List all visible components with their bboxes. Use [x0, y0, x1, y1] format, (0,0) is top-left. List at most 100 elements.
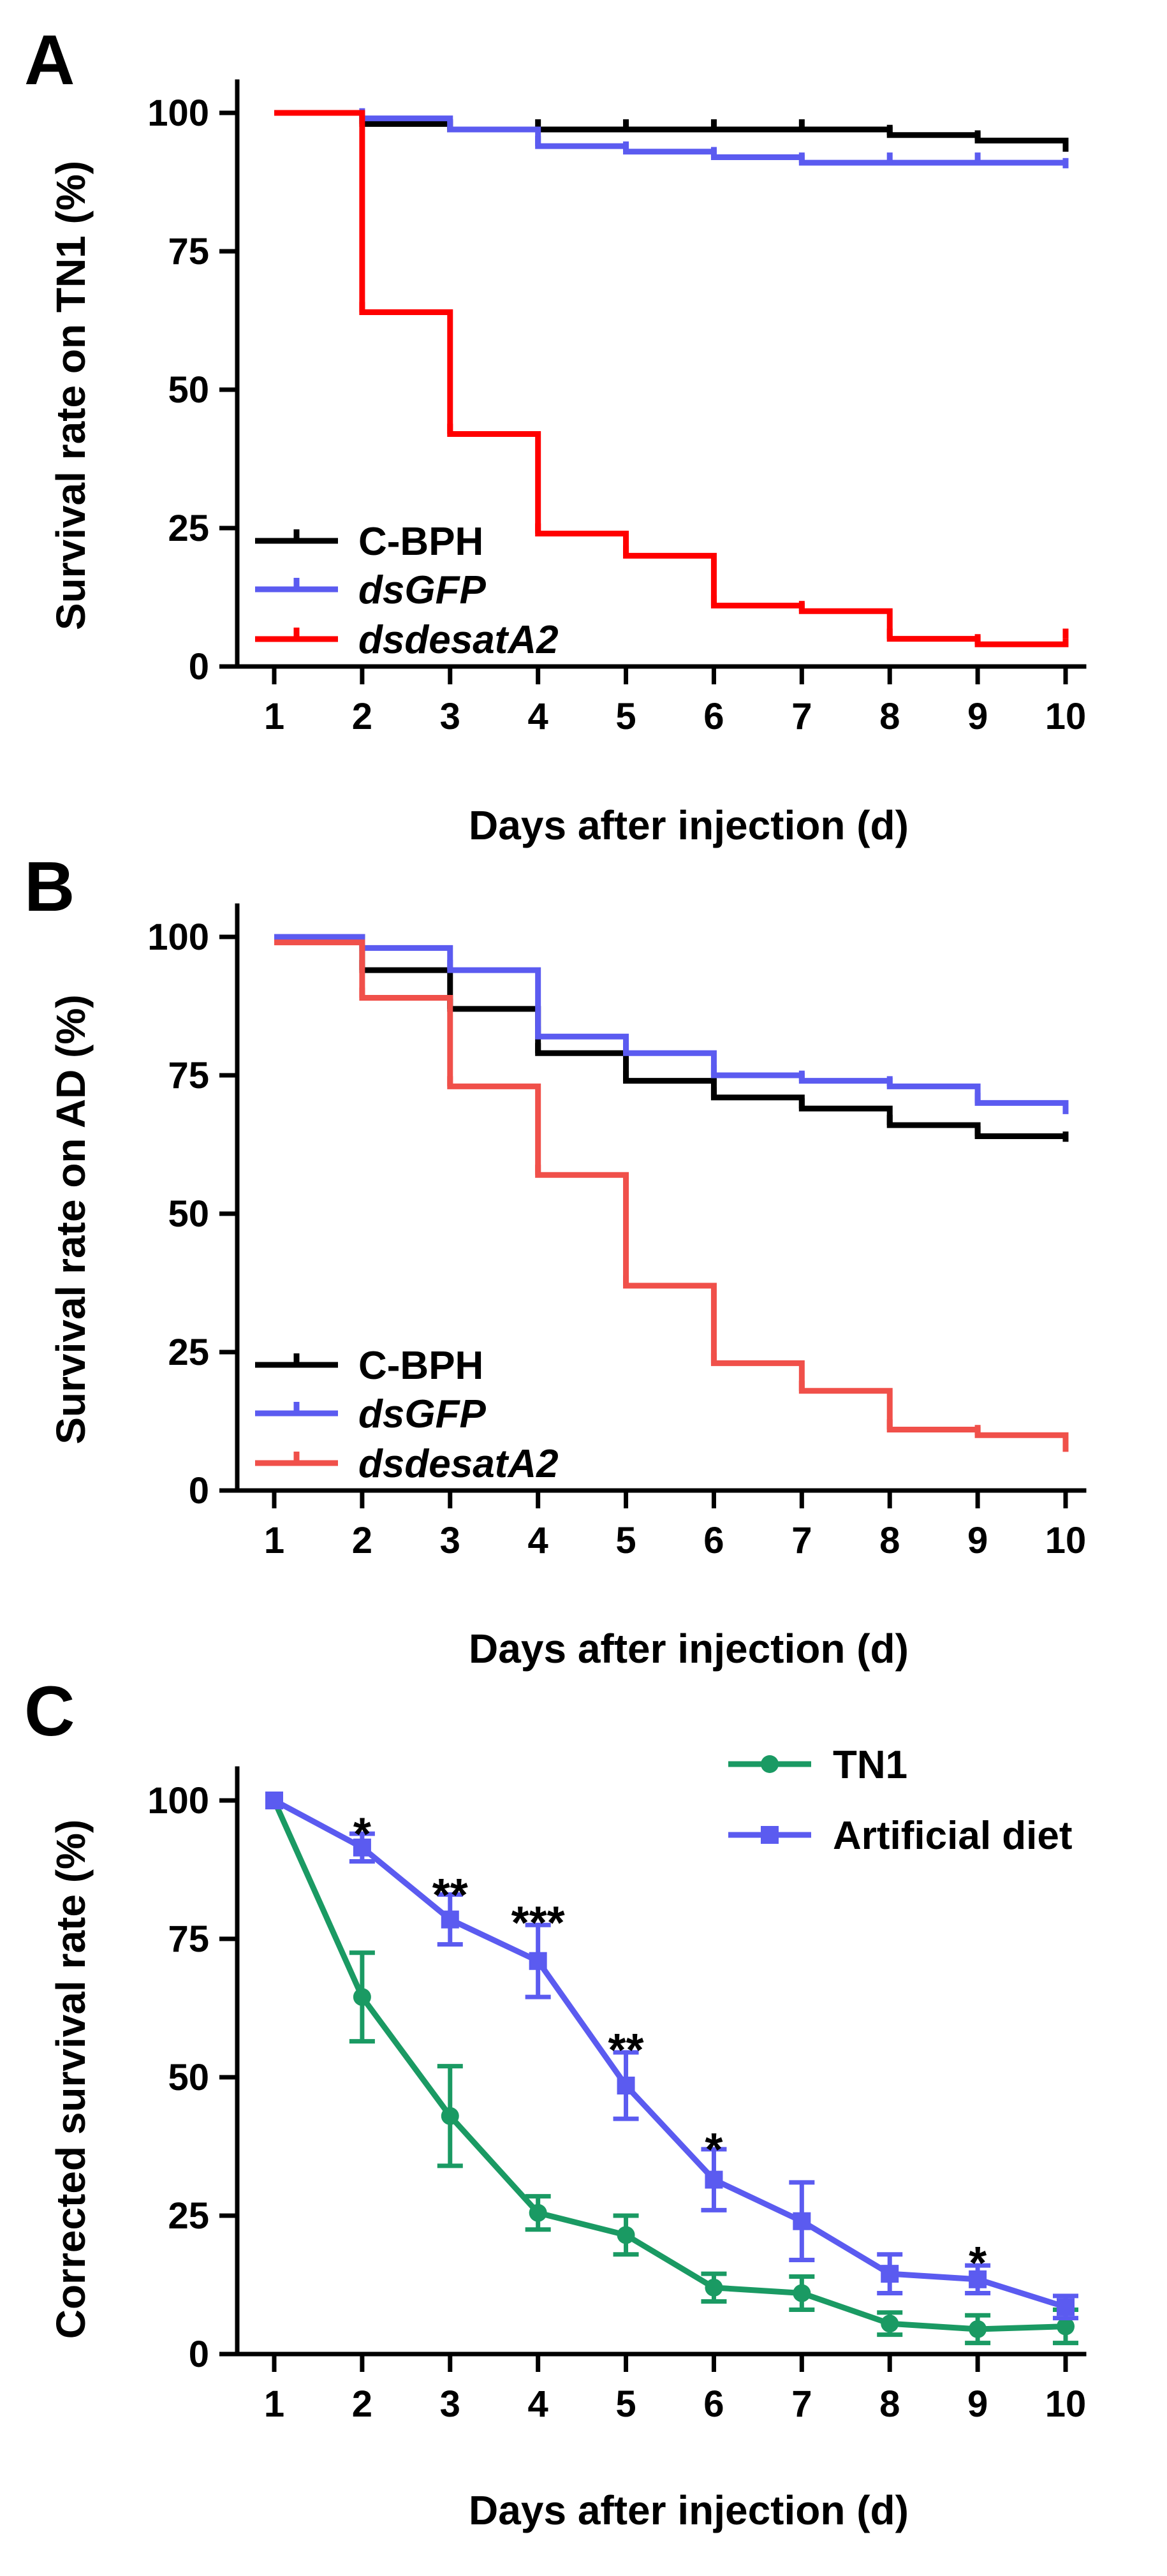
x-tick-label: 2: [352, 696, 372, 737]
series-line: [272, 1798, 1067, 2310]
data-point: [441, 2107, 459, 2125]
legend-label-c-bph: C-BPH: [358, 1344, 483, 1388]
x-tick-label: 2: [352, 2383, 372, 2425]
x-tick-label: 4: [528, 1520, 548, 1561]
data-point: [793, 2284, 811, 2302]
series-dsdesata2: [274, 110, 1069, 647]
data-point: [1057, 2298, 1075, 2316]
series-line: [271, 1799, 1066, 2332]
data-point: [1057, 2317, 1075, 2336]
significance-mark: ***: [511, 1897, 565, 1948]
y-axis-label: Corrected survival rate (%): [48, 1820, 94, 2339]
y-tick-label: 50: [168, 1193, 209, 1235]
x-axis-label: Days after injection (d): [469, 1626, 909, 1672]
data-point: [617, 2226, 635, 2244]
significance-mark: **: [432, 1870, 468, 1921]
significance-marks: **********: [353, 1809, 987, 2289]
legend-label-dsgfp: dsGFP: [358, 1392, 486, 1436]
y-tick-label: 50: [168, 2057, 209, 2098]
panel-letter-b: B: [24, 848, 75, 926]
y-tick-label: 0: [189, 2334, 209, 2375]
x-tick-label: 10: [1045, 2383, 1087, 2425]
data-point: [881, 2315, 899, 2333]
data-point: [353, 1988, 371, 2006]
y-axis-label: Survival rate on AD (%): [48, 994, 94, 1444]
x-tick-label: 5: [615, 2383, 636, 2425]
significance-mark: **: [608, 2025, 644, 2076]
x-tick-label: 1: [264, 696, 284, 737]
x-tick-label: 4: [528, 2383, 548, 2425]
x-tick-label: 9: [967, 2383, 988, 2425]
panel-c: C Corrected survival rate (%) Days after…: [24, 1672, 1087, 2533]
panel-letter-c: C: [24, 1672, 75, 1751]
y-tick-label: 25: [168, 508, 209, 549]
x-tick-label: 1: [264, 1520, 284, 1561]
panel-b: B Survival rate on AD (%) Days after inj…: [24, 848, 1087, 1672]
legend-label-artificial-diet: Artificial diet: [833, 1814, 1073, 1858]
data-point: [793, 2212, 811, 2230]
series-dsgfp: [274, 934, 1069, 1114]
y-tick-label: 75: [168, 1918, 209, 1960]
step-line: [274, 110, 1069, 647]
series-artificial-diet: [265, 1792, 1078, 2321]
significance-mark: *: [705, 2124, 723, 2175]
x-axis-label: Days after injection (d): [469, 2487, 909, 2533]
step-line: [274, 934, 1069, 1142]
series-layer: [274, 934, 1069, 1452]
significance-mark: *: [353, 1809, 371, 1860]
legend-label-dsdesata2: dsdesatA2: [358, 618, 559, 662]
y-tick-label: 50: [168, 369, 209, 411]
data-point: [969, 2320, 987, 2338]
legend-label-tn1: TN1: [833, 1743, 907, 1787]
y-tick-label: 75: [168, 1055, 209, 1096]
x-tick-label: 7: [791, 2383, 812, 2425]
data-point: [529, 1952, 547, 1970]
x-tick-label: 3: [440, 1520, 460, 1561]
step-line: [274, 110, 1069, 168]
legend-marker-tn1: [761, 1755, 779, 1773]
x-tick-label: 10: [1045, 696, 1087, 737]
x-tick-label: 1: [264, 2383, 284, 2425]
significance-mark: *: [969, 2238, 987, 2289]
legend: C-BPH dsGFP dsdesatA2: [255, 1344, 559, 1486]
data-point: [265, 1792, 283, 1809]
x-tick-label: 3: [440, 2383, 460, 2425]
y-tick-label: 25: [168, 1332, 209, 1373]
x-tick-label: 9: [967, 696, 988, 737]
axes: 0 25 50 75 100 1 2 3 4 5 6 7 8 9 10: [147, 1766, 1087, 2425]
data-point: [353, 1838, 371, 1857]
series-tn1: [265, 1792, 1078, 2346]
axes: 0 25 50 75 100 1 2 3 4 5 6 7 8 9 10: [147, 79, 1087, 737]
data-point: [617, 2077, 635, 2095]
y-tick-label: 0: [189, 646, 209, 688]
y-axis-label: Survival rate on TN1 (%): [48, 161, 94, 630]
x-tick-label: 4: [528, 696, 548, 737]
data-point: [705, 2170, 723, 2189]
x-tick-label: 6: [703, 1520, 724, 1561]
data-point: [441, 1910, 459, 1929]
step-line: [274, 934, 1069, 1114]
series-dsgfp: [274, 108, 1069, 168]
legend-label-c-bph: C-BPH: [358, 520, 483, 564]
data-point: [705, 2278, 723, 2297]
x-tick-label: 2: [352, 1520, 372, 1561]
x-tick-label: 10: [1045, 1520, 1087, 1561]
panel-a: A Survival rate on TN1 (%) Days after in…: [24, 21, 1087, 848]
x-tick-label: 8: [879, 696, 900, 737]
data-point: [969, 2270, 987, 2288]
data-point: [529, 2204, 547, 2222]
data-point: [881, 2265, 899, 2283]
y-tick-label: 25: [168, 2195, 209, 2237]
x-tick-label: 8: [879, 1520, 900, 1561]
x-axis-label: Days after injection (d): [469, 802, 909, 848]
x-tick-label: 6: [703, 2383, 724, 2425]
panel-letter-a: A: [24, 21, 75, 99]
y-tick-label: 0: [189, 1470, 209, 1512]
y-tick-label: 100: [147, 1780, 209, 1822]
x-tick-label: 7: [791, 1520, 812, 1561]
y-tick-label: 100: [147, 916, 209, 958]
legend-label-dsdesata2: dsdesatA2: [358, 1442, 559, 1486]
x-tick-label: 6: [703, 696, 724, 737]
y-tick-label: 100: [147, 92, 209, 134]
